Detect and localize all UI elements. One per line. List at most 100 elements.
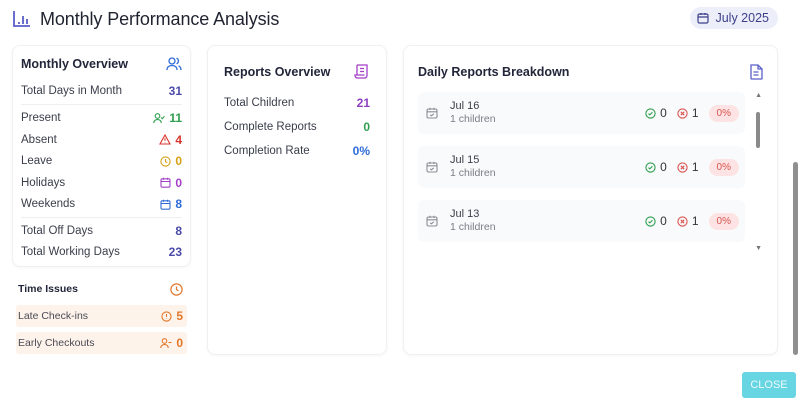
- completion-rate-value: 0%: [352, 144, 370, 158]
- card-title: Reports Overview: [224, 64, 331, 79]
- report-children-count: 1 children: [450, 167, 496, 179]
- total-children-value: 21: [356, 96, 370, 110]
- complete-reports-row: Complete Reports 0: [224, 115, 370, 139]
- user-minus-icon: [160, 337, 172, 348]
- alert-triangle-icon: [159, 134, 172, 145]
- total-days-row: Total Days in Month 31: [21, 80, 182, 102]
- report-children-count: 1 children: [450, 113, 496, 125]
- report-date: Jul 15: [450, 154, 480, 166]
- report-date: Jul 16: [450, 100, 480, 112]
- row-label: Total Children: [224, 97, 295, 109]
- completion-rate-row: Completion Rate 0%: [224, 139, 370, 163]
- reports-overview-card: Reports Overview Total Children 21 Compl…: [207, 45, 387, 355]
- daily-report-item[interactable]: Jul 16 1 children 0 1 0%: [418, 92, 745, 134]
- row-label: Early Checkouts: [18, 337, 95, 349]
- completion-badge: 0%: [708, 158, 739, 176]
- x-circle-icon: [677, 161, 688, 173]
- complete-count: 0: [660, 106, 667, 120]
- x-circle-icon: [677, 215, 688, 227]
- present-value: 11: [169, 111, 182, 126]
- weekends-row: Weekends 8: [21, 194, 182, 216]
- total-children-row: Total Children 21: [224, 91, 370, 115]
- list-scrollbar[interactable]: ▲ ▼: [753, 92, 763, 252]
- users-icon: [166, 57, 182, 71]
- absent-row: Absent 4: [21, 129, 182, 151]
- total-off-value: 8: [175, 223, 182, 238]
- complete-count: 0: [660, 214, 667, 228]
- early-checkouts-value: 0: [176, 336, 183, 350]
- list-scroll-thumb[interactable]: [756, 112, 760, 148]
- scroll-up-icon[interactable]: ▲: [755, 92, 762, 99]
- report-date: Jul 13: [450, 208, 480, 220]
- dialog-header: Monthly Performance Analysis: [12, 6, 279, 32]
- incomplete-count: 1: [691, 160, 699, 174]
- clock-icon: [170, 282, 183, 296]
- holidays-value: 0: [175, 175, 182, 190]
- daily-reports-card: Daily Reports Breakdown Jul 16 1 childre…: [403, 45, 778, 355]
- complete-count: 0: [660, 160, 667, 174]
- late-checkins-row: Late Check-ins 5: [16, 305, 187, 327]
- calendar-icon: [160, 178, 171, 188]
- divider: [21, 103, 182, 105]
- document-icon: [750, 64, 763, 80]
- report-children-count: 1 children: [450, 221, 496, 233]
- late-checkins-value: 5: [176, 309, 183, 323]
- total-off-row: Total Off Days 8: [21, 220, 182, 242]
- calendar-check-icon: [426, 215, 438, 227]
- completion-badge: 0%: [708, 104, 739, 122]
- calendar-icon: [160, 199, 171, 210]
- alert-circle-icon: [161, 310, 172, 322]
- leave-value: 0: [175, 154, 182, 169]
- early-checkouts-row: Early Checkouts 0: [16, 332, 187, 354]
- row-label: Late Check-ins: [18, 310, 89, 322]
- total-working-row: Total Working Days 23: [21, 242, 182, 264]
- check-circle-icon: [645, 215, 656, 227]
- card-title: Daily Reports Breakdown: [418, 65, 570, 79]
- page-title: Monthly Performance Analysis: [40, 8, 280, 29]
- leave-row: Leave 0: [21, 151, 182, 173]
- month-label: July 2025: [715, 11, 769, 25]
- user-check-icon: [153, 112, 166, 123]
- month-chip[interactable]: July 2025: [690, 7, 778, 29]
- row-label: Absent: [21, 133, 57, 146]
- row-label: Complete Reports: [224, 121, 317, 133]
- present-row: Present 11: [21, 108, 182, 130]
- scroll-icon: [354, 64, 368, 79]
- completion-badge: 0%: [708, 212, 739, 230]
- monthly-overview-card: Monthly Overview Total Days in Month 31 …: [12, 45, 191, 267]
- row-label: Leave: [21, 155, 53, 168]
- check-circle-icon: [645, 107, 656, 119]
- card-title: Monthly Overview: [21, 57, 128, 71]
- row-label: Total Days in Month: [21, 84, 122, 97]
- time-issues-card: Time Issues Late Check-ins 5 Early Check…: [12, 273, 191, 355]
- row-label: Total Working Days: [21, 246, 120, 259]
- daily-reports-list[interactable]: Jul 16 1 children 0 1 0% Jul 15 1 childr…: [418, 92, 763, 252]
- row-label: Holidays: [21, 176, 66, 189]
- x-circle-icon: [677, 107, 688, 119]
- row-label: Present: [21, 112, 61, 125]
- row-label: Completion Rate: [224, 145, 310, 157]
- close-button[interactable]: CLOSE: [742, 372, 796, 398]
- card-title: Time Issues: [18, 283, 78, 295]
- row-label: Weekends: [21, 198, 76, 211]
- divider: [21, 217, 182, 218]
- scroll-down-icon[interactable]: ▼: [755, 245, 762, 252]
- incomplete-count: 1: [691, 106, 699, 120]
- calendar-check-icon: [426, 161, 438, 173]
- page-scroll-thumb[interactable]: [793, 162, 798, 355]
- total-working-value: 23: [168, 245, 182, 260]
- calendar-icon: [697, 12, 710, 24]
- daily-report-item[interactable]: Jul 13 1 children 0 1 0%: [418, 200, 745, 242]
- bar-chart-icon: [12, 10, 32, 28]
- absent-value: 4: [175, 132, 182, 147]
- holidays-row: Holidays 0: [21, 172, 182, 194]
- clock-icon: [160, 156, 171, 167]
- check-circle-icon: [645, 161, 656, 173]
- row-label: Total Off Days: [21, 224, 94, 237]
- daily-report-item[interactable]: Jul 15 1 children 0 1 0%: [418, 146, 745, 188]
- weekends-value: 8: [175, 197, 182, 212]
- incomplete-count: 1: [691, 214, 699, 228]
- complete-reports-value: 0: [363, 120, 370, 134]
- total-days-value: 31: [168, 83, 182, 98]
- calendar-check-icon: [426, 107, 438, 119]
